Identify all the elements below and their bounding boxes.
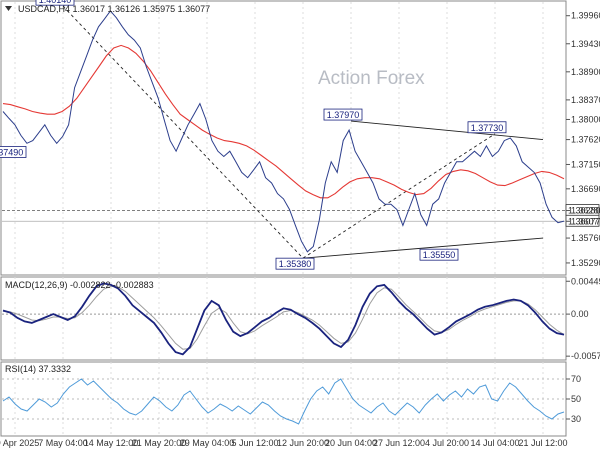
time-tick-label: 27 Jun 12:00 xyxy=(373,438,425,448)
price-label-box xyxy=(35,0,75,6)
macd-axis-ticks: 0.004492 0.00 -0.005748 xyxy=(566,276,600,361)
trendlines xyxy=(62,5,544,259)
collapse-arrow-icon[interactable] xyxy=(5,6,12,11)
price-tick-label: 1.39430 xyxy=(571,39,600,49)
price-line xyxy=(2,10,565,253)
price-label-box xyxy=(275,257,315,270)
rsi-title: RSI(14) 37.3332 xyxy=(5,364,71,374)
price-tick-label: 1.35760 xyxy=(571,233,600,243)
macd-panel-frame xyxy=(0,276,567,361)
price-axis-tag-label: 1.36077 xyxy=(568,216,600,226)
horizontal-levels xyxy=(2,210,565,222)
time-tick-label: 21 May 20:00 xyxy=(132,438,187,448)
rsi-tick-label: 70 xyxy=(571,374,581,384)
price-tick-label: 1.36077 xyxy=(571,216,600,226)
price-axis-ticks: 1.39960 1.39430 1.38900 1.38370 1.38000 1.376… xyxy=(566,11,600,268)
vertical-gridlines xyxy=(14,2,544,435)
price-label-box xyxy=(323,108,363,121)
price-tick-label: 1.38900 xyxy=(571,67,600,77)
price-tick-label: 1.36690 xyxy=(571,184,600,194)
time-tick-label: 14 Jul 04:00 xyxy=(470,438,519,448)
price-label: 1.40140 xyxy=(39,0,72,5)
price-label: 1.35550 xyxy=(423,250,456,260)
price-axis-tag-label: 1.36280 xyxy=(568,206,600,216)
price-labels: 1.40140 1.37490 1.37970 1.37730 1.35380 1.355… xyxy=(0,0,600,270)
time-tick-label: 4 Jul 20:00 xyxy=(425,438,469,448)
price-tick-label: 1.38000 xyxy=(571,114,600,124)
time-tick-label: 7 May 04:00 xyxy=(38,438,88,448)
price-label: 1.37970 xyxy=(327,110,360,120)
rsi-line xyxy=(2,378,565,425)
price-label: 1.37490 xyxy=(0,147,23,157)
macd-title: MACD(12,26,9) -0.002822 -0.002883 xyxy=(5,280,154,290)
price-label-box xyxy=(419,248,459,261)
rsi-tick-label: 50 xyxy=(571,394,581,404)
trendline xyxy=(302,237,544,259)
macd-signal-line xyxy=(2,285,565,350)
rsi-tick-label: 30 xyxy=(571,414,581,424)
time-tick-label: 14 May 12:00 xyxy=(84,438,139,448)
price-label-box xyxy=(0,146,27,158)
watermark: Action Forex xyxy=(318,68,425,89)
time-tick-label: 21 Jul 12:00 xyxy=(518,438,567,448)
macd-tick-label: 0.00 xyxy=(571,309,589,319)
price-panel-frame xyxy=(0,0,567,276)
trendline xyxy=(302,133,496,259)
macd-line xyxy=(2,282,565,356)
price-label: 1.35380 xyxy=(279,259,312,269)
moving-average-line xyxy=(2,44,565,199)
price-tick-label: 1.35290 xyxy=(571,258,600,268)
macd-tick-label: 0.004492 xyxy=(571,276,600,286)
price-tick-label: 1.37620 xyxy=(571,135,600,145)
trendline xyxy=(62,5,304,259)
time-tick-label: 20 Jun 04:00 xyxy=(325,438,377,448)
time-tick-label: 29 May 04:00 xyxy=(180,438,235,448)
price-tick-label: 1.37150 xyxy=(571,159,600,169)
rsi-guides xyxy=(2,378,565,420)
price-label-box xyxy=(467,121,507,134)
time-tick-label: 29 Apr 2025 xyxy=(0,438,39,448)
rsi-axis-ticks: 70 50 30 xyxy=(566,374,581,424)
price-tick-label: 1.39960 xyxy=(571,11,600,21)
time-tick-label: 5 Jun 12:00 xyxy=(231,438,278,448)
price-label: 1.37730 xyxy=(471,123,504,133)
trendline xyxy=(350,120,544,141)
price-tick-label: 1.36280 xyxy=(571,206,600,216)
symbol-info: USDCAD,H4 1.36017 1.36126 1.35975 1.3607… xyxy=(18,4,210,14)
macd-tick-label: -0.005748 xyxy=(571,351,600,361)
time-tick-label: 12 Jun 20:00 xyxy=(277,438,329,448)
price-tick-label: 1.38370 xyxy=(571,95,600,105)
